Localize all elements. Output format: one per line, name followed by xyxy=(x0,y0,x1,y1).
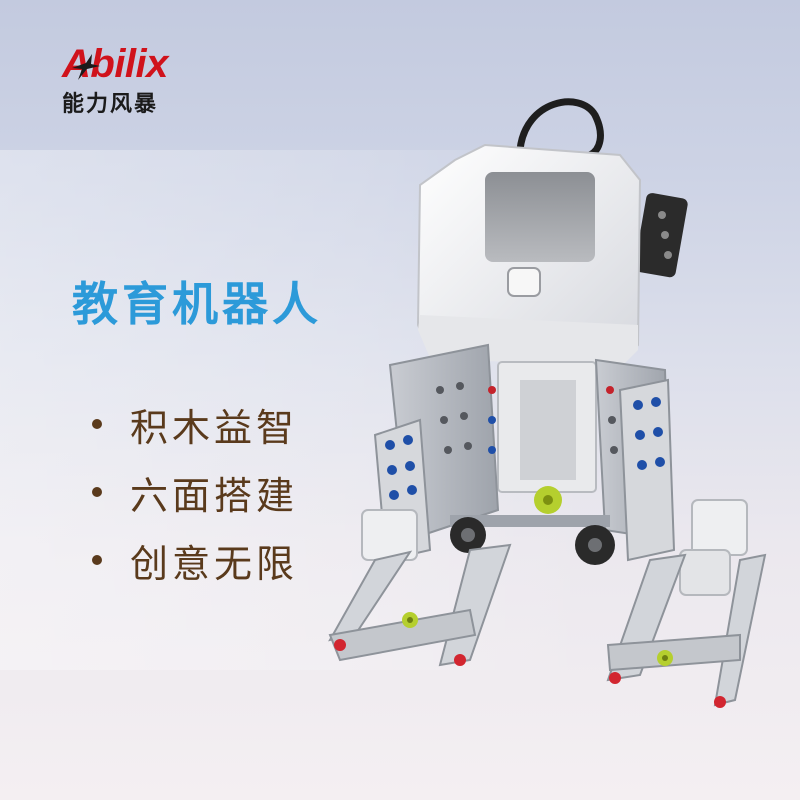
robot-button xyxy=(507,267,541,297)
bullet-icon xyxy=(92,419,102,429)
right-arm-assembly xyxy=(594,358,676,562)
right-motor-lower xyxy=(679,549,731,596)
bullet-icon xyxy=(92,555,102,565)
blue-peg xyxy=(488,446,496,454)
right-motor xyxy=(691,499,748,556)
feature-item: 创意无限 xyxy=(92,526,298,594)
brand-wordmark: Abilix xyxy=(62,42,168,86)
feature-label: 积木益智 xyxy=(130,405,299,450)
gear-assembly xyxy=(450,486,615,565)
blue-peg xyxy=(488,416,496,424)
feature-label: 六面搭建 xyxy=(130,473,299,518)
cable xyxy=(516,98,604,159)
red-peg xyxy=(488,386,496,394)
left-leg xyxy=(328,543,512,667)
robot-torso xyxy=(497,361,597,493)
feature-item: 六面搭建 xyxy=(92,458,298,526)
logo-star-icon xyxy=(72,54,100,80)
headline: 教育机器人 xyxy=(72,277,322,331)
robot-head xyxy=(416,143,642,368)
right-ear-bracket xyxy=(634,193,688,278)
bullet-icon xyxy=(92,487,102,497)
feature-list: 积木益智 六面搭建 创意无限 xyxy=(92,390,298,594)
brand-subtitle: 能力风暴 xyxy=(62,92,159,117)
feature-label: 创意无限 xyxy=(130,541,299,586)
right-leg xyxy=(606,553,767,708)
robot-illustration xyxy=(328,98,767,708)
feature-item: 积木益智 xyxy=(92,390,298,458)
robot-screen xyxy=(485,172,595,262)
brand-logo: Abilix 能力风暴 xyxy=(58,42,198,118)
